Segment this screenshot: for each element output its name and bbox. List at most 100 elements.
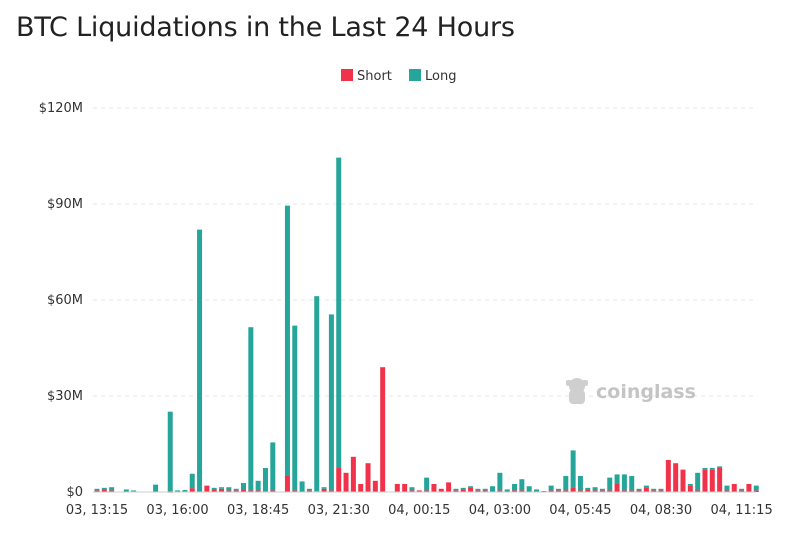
bar-short [109, 490, 115, 492]
bar-short [219, 488, 225, 492]
bar-long [475, 488, 481, 491]
bar-long [687, 484, 693, 486]
bar-long [643, 485, 649, 488]
legend-item-short[interactable]: Short [341, 69, 392, 84]
bar-long [614, 474, 620, 484]
bar-short [358, 484, 364, 492]
bar-short [555, 490, 561, 492]
bar-short [460, 489, 466, 492]
legend-label: Long [425, 69, 456, 84]
bar-short [284, 476, 290, 492]
bar-long [94, 488, 100, 491]
bar-long [482, 488, 488, 491]
bar-short [431, 484, 437, 492]
bar-short [468, 487, 474, 492]
coinglass-logo-icon [566, 378, 588, 404]
x-tick-label: 03, 16:00 [146, 503, 208, 518]
bar-long [570, 450, 576, 488]
bar-long [504, 489, 510, 492]
bar-long [175, 490, 181, 492]
bar-long [123, 489, 129, 492]
bar-short [321, 488, 327, 492]
bar-short [482, 490, 488, 492]
bar-long [109, 487, 115, 491]
bar-short [241, 489, 246, 492]
bar-long [658, 488, 664, 491]
bar-short [409, 490, 415, 492]
bar-long [270, 442, 276, 491]
bar-short [270, 490, 276, 492]
bar-short [446, 482, 452, 492]
bar-long [262, 468, 268, 492]
bar-long [592, 487, 598, 491]
bar-long [526, 486, 532, 492]
bar-long [717, 466, 723, 468]
bar-short [365, 463, 371, 492]
bar-long [197, 229, 203, 492]
bar-long [636, 488, 642, 491]
bar-short [753, 490, 759, 492]
bar-long [497, 472, 503, 491]
bar-long [101, 487, 107, 490]
bar-short [731, 484, 737, 492]
bar-long [306, 488, 312, 491]
bar-long [519, 479, 525, 491]
bar-short [695, 490, 701, 492]
bar-short [585, 489, 591, 492]
legend-item-long[interactable]: Long [409, 69, 456, 84]
x-tick-label: 04, 11:15 [710, 503, 772, 518]
bar-long [629, 476, 635, 491]
bar-short [233, 490, 239, 492]
x-tick-label: 03, 21:30 [308, 503, 370, 518]
bar-long [284, 205, 290, 476]
bar-short [189, 488, 195, 492]
bar-long [226, 487, 232, 491]
bar-short [438, 488, 444, 492]
bar-short [599, 490, 605, 492]
bar-long [424, 477, 430, 491]
bar-short [673, 463, 679, 492]
bar-long [314, 296, 320, 492]
bar-short [512, 490, 518, 492]
bar-short [577, 490, 583, 492]
bar-short [475, 490, 481, 492]
watermark: coinglass [566, 378, 696, 404]
bar-short [372, 480, 378, 492]
bar-long [233, 488, 239, 491]
bar-long [512, 484, 518, 491]
bar-long [695, 472, 701, 491]
bar-long [651, 488, 657, 491]
bar-short [709, 469, 715, 492]
bar-short [328, 490, 334, 492]
bar-short [343, 472, 349, 492]
bar-short [607, 490, 613, 492]
bar-short [658, 490, 664, 492]
grid-lines [93, 107, 756, 397]
bar-long [753, 485, 759, 491]
bar-short [497, 490, 503, 492]
bar-short [211, 489, 217, 492]
bar-long [534, 489, 539, 492]
bar-short [651, 490, 657, 492]
x-tick-label: 04, 03:00 [469, 503, 531, 518]
bar-long [211, 487, 217, 490]
bar-long [248, 327, 254, 491]
x-tick-label: 04, 05:45 [549, 503, 611, 518]
bar-long [585, 487, 591, 490]
bar-long [709, 468, 715, 470]
chart-title: BTC Liquidations in the Last 24 Hours [16, 12, 515, 43]
legend-swatch [409, 69, 421, 81]
bar-short [101, 489, 107, 492]
bar-short [687, 485, 693, 492]
y-tick-label: $120M [39, 101, 83, 116]
bar-long [409, 487, 415, 491]
bar-short [255, 490, 261, 492]
bar-long [607, 477, 613, 491]
bar-short [292, 490, 298, 492]
bar-long [555, 488, 561, 491]
bar-long [299, 481, 305, 492]
bar-short [424, 490, 430, 492]
y-tick-label: $60M [47, 293, 83, 308]
bar-long [241, 483, 246, 490]
bar-long [189, 473, 195, 489]
